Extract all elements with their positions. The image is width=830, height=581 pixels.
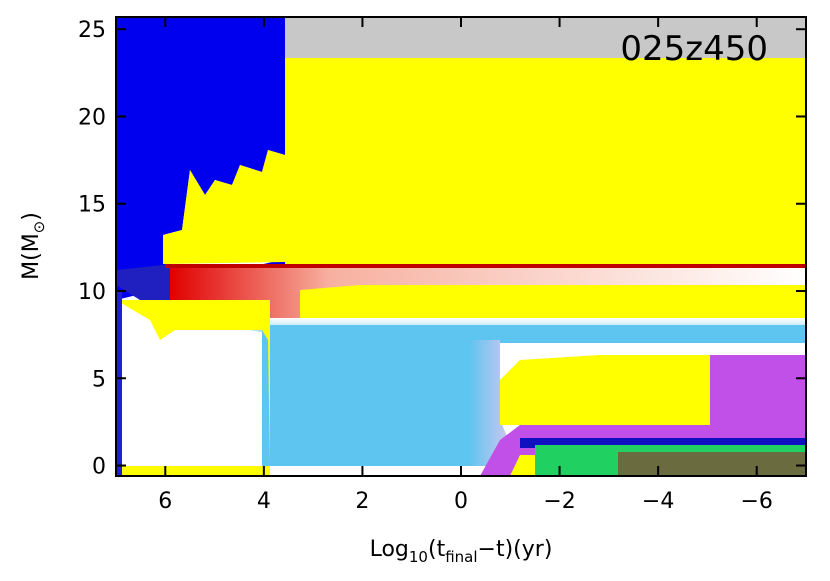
y-tick-label: 15 [78,193,106,218]
label-part: M(M [19,233,44,280]
plot-frame [115,16,807,477]
label-part: ) [19,212,44,221]
label-part: −t)(yr) [478,537,553,562]
y-tick-label: 25 [78,18,106,43]
annotation: 025z450 [620,29,768,69]
y-tick-label: 0 [92,455,106,480]
x-tick-label: 4 [257,489,271,514]
y-axis-label: M(M⊙) [19,212,48,280]
x-tick-label: 0 [454,489,468,514]
y-tick-label: 5 [92,367,106,392]
regions [116,17,806,476]
y-tick-label: 20 [78,105,106,130]
y-tick-label: 10 [78,280,106,305]
label-part: final [445,548,477,566]
x-tick-label: 2 [355,489,369,514]
x-tick-label: −2 [543,489,575,514]
x-tick-label: −4 [642,489,674,514]
x-axis-label: Log10(tfinal−t)(yr) [370,537,553,566]
label-part: 10 [409,548,428,566]
label-part: Log [370,537,409,562]
label-part: (t [428,537,446,562]
x-tick-label: 6 [158,489,172,514]
x-tick-label: −6 [740,489,772,514]
label-part: ⊙ [30,221,48,234]
